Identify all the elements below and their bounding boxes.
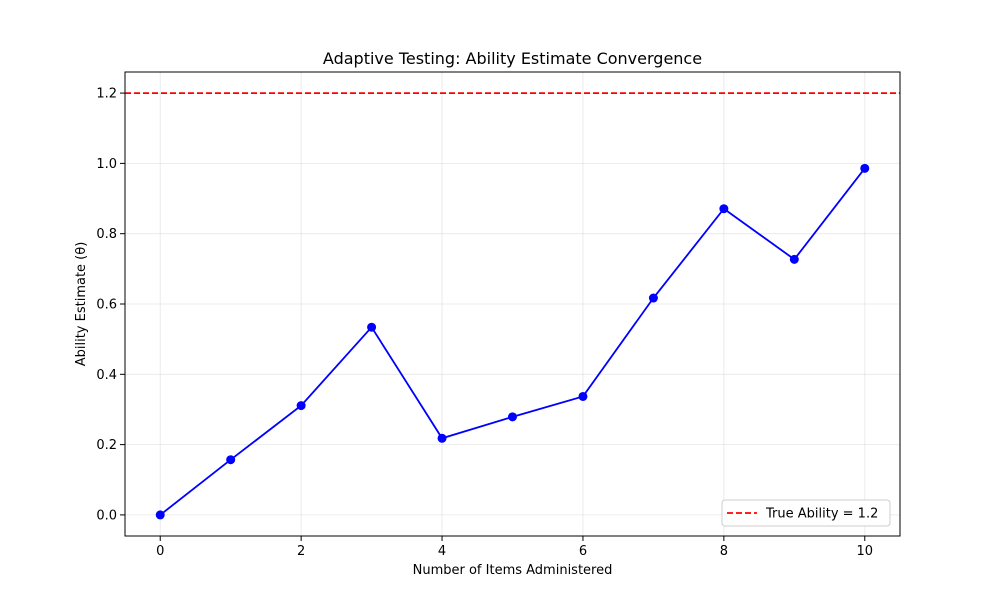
x-tick-label: 8 xyxy=(720,544,728,559)
y-tick-label: 1.2 xyxy=(96,87,117,102)
data-point xyxy=(296,401,306,411)
x-axis-label: Number of Items Administered xyxy=(413,563,613,578)
legend-label-true-ability: True Ability = 1.2 xyxy=(765,507,878,522)
data-point xyxy=(437,433,447,443)
x-tick-label: 4 xyxy=(438,544,446,559)
x-tick-label: 0 xyxy=(156,544,164,559)
x-axis-ticks: 0 2 4 6 8 10 xyxy=(156,536,873,559)
data-point xyxy=(578,391,588,401)
data-point xyxy=(860,163,870,173)
data-point xyxy=(508,412,517,422)
y-tick-label: 0.6 xyxy=(96,298,117,313)
data-point xyxy=(155,510,165,520)
data-point xyxy=(789,254,799,264)
y-tick-label: 0.2 xyxy=(96,438,117,453)
data-point xyxy=(367,322,377,332)
data-point xyxy=(648,293,658,303)
y-tick-label: 0.0 xyxy=(96,508,117,523)
x-tick-label: 2 xyxy=(297,544,305,559)
y-tick-label: 0.4 xyxy=(96,368,117,383)
chart-title: Adaptive Testing: Ability Estimate Conve… xyxy=(323,49,702,68)
y-axis-label: Ability Estimate (θ) xyxy=(74,242,89,367)
ability-estimate-line xyxy=(159,167,866,516)
x-tick-label: 6 xyxy=(579,544,587,559)
x-tick-label: 10 xyxy=(856,544,873,559)
data-point xyxy=(226,455,236,465)
legend: True Ability = 1.2 xyxy=(721,499,891,527)
y-tick-label: 1.0 xyxy=(96,157,117,172)
y-axis-ticks: 0.0 0.2 0.4 0.6 0.8 1.0 1.2 xyxy=(96,87,125,523)
grid xyxy=(125,72,900,536)
y-tick-label: 0.8 xyxy=(96,227,117,242)
series xyxy=(155,163,870,520)
data-point xyxy=(719,204,729,214)
legend-box xyxy=(721,499,891,527)
